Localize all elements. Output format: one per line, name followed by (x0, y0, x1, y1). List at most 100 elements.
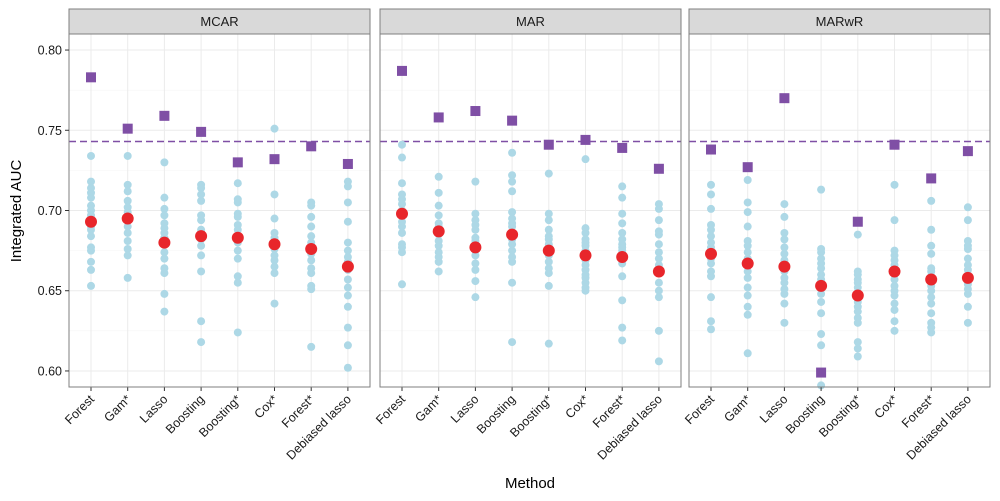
replicate-point (780, 249, 789, 258)
replicate-point (233, 246, 242, 255)
replicate-point (160, 289, 169, 298)
mean-point (396, 207, 408, 220)
mean-point (925, 273, 938, 286)
replicate-point (817, 297, 826, 306)
replicate-point (707, 325, 715, 334)
replicate-point (743, 198, 752, 207)
replicate-point (743, 176, 752, 185)
panel-border (688, 33, 991, 388)
replicate-point (160, 211, 169, 220)
replicate-point (270, 299, 279, 308)
replicate-point (471, 209, 480, 218)
replicate-point (853, 318, 862, 327)
replicate-point (743, 349, 752, 358)
square-marker (617, 142, 628, 153)
replicate-point (743, 248, 752, 257)
replicate-point (87, 225, 95, 234)
replicate-point (307, 342, 316, 351)
replicate-point (817, 330, 826, 339)
replicate-point (890, 326, 899, 335)
replicate-point (160, 269, 169, 278)
replicate-point (707, 293, 715, 302)
x-tick-label: Gam* (412, 392, 445, 425)
replicate-point (508, 148, 517, 157)
x-tick-label: Debiased lasso (284, 392, 354, 462)
mean-point (85, 215, 97, 228)
replicate-point (307, 222, 316, 231)
mean-point (121, 212, 134, 225)
square-marker (507, 115, 518, 126)
mean-point (579, 249, 592, 262)
replicate-point (123, 228, 132, 237)
square-marker (397, 65, 407, 76)
replicate-point (743, 222, 752, 231)
replicate-point (307, 269, 316, 278)
square-marker (196, 126, 207, 137)
square-marker (342, 158, 353, 169)
replicate-point (233, 225, 242, 234)
replicate-point (581, 286, 590, 295)
x-tick-label: Lasso (137, 392, 171, 426)
panel-border (379, 33, 682, 388)
replicate-point (618, 336, 627, 345)
replicate-point (508, 246, 517, 255)
replicate-point (780, 228, 789, 237)
replicate-point (270, 256, 279, 265)
replicate-point (270, 269, 279, 278)
square-marker (159, 110, 170, 121)
replicate-point (817, 341, 826, 350)
replicate-point (197, 317, 206, 326)
square-marker (926, 173, 937, 184)
replicate-point (471, 177, 480, 186)
replicate-point (233, 179, 242, 188)
replicate-point (123, 236, 132, 245)
replicate-point (508, 187, 517, 196)
replicate-point (307, 201, 316, 210)
replicate-point (817, 248, 826, 257)
y-tick-label: 0.75 (38, 124, 62, 138)
replicate-point (160, 248, 169, 257)
y-tick-label: 0.60 (38, 364, 62, 378)
y-tick-label: 0.80 (38, 44, 62, 58)
replicate-point (160, 193, 169, 202)
replicate-point (780, 318, 789, 327)
square-marker (852, 216, 863, 227)
replicate-point (707, 272, 715, 281)
mean-point (778, 260, 791, 273)
replicate-point (743, 273, 752, 282)
replicate-point (434, 241, 443, 250)
replicate-point (343, 291, 352, 300)
square-marker (269, 154, 280, 165)
replicate-point (963, 289, 972, 298)
replicate-point (160, 254, 169, 263)
replicate-point (927, 249, 936, 258)
mean-point (341, 260, 354, 273)
facet-strip (68, 8, 371, 35)
x-tick-label: Lasso (757, 392, 791, 426)
replicate-point (197, 267, 206, 276)
replicate-point (87, 257, 95, 266)
replicate-point (307, 212, 316, 221)
replicate-point (197, 338, 206, 347)
y-axis-title: Integrated AUC (8, 160, 25, 263)
replicate-point (780, 299, 789, 308)
replicate-point (853, 344, 862, 353)
replicate-point (434, 211, 443, 220)
replicate-point (654, 286, 663, 295)
replicate-point (544, 209, 553, 218)
replicate-point (654, 278, 663, 287)
replicate-point (233, 278, 242, 287)
facet-strip (379, 8, 682, 35)
replicate-point (544, 225, 553, 234)
replicate-point (123, 222, 132, 231)
replicate-point (963, 254, 972, 263)
replicate-point (270, 214, 279, 223)
replicate-point (398, 248, 406, 257)
mean-point (652, 265, 665, 278)
square-marker (706, 144, 716, 155)
mean-point (195, 230, 208, 243)
replicate-point (544, 281, 553, 290)
replicate-point (927, 309, 936, 318)
facet-strip-label: MAR (516, 14, 545, 29)
replicate-point (618, 182, 627, 191)
